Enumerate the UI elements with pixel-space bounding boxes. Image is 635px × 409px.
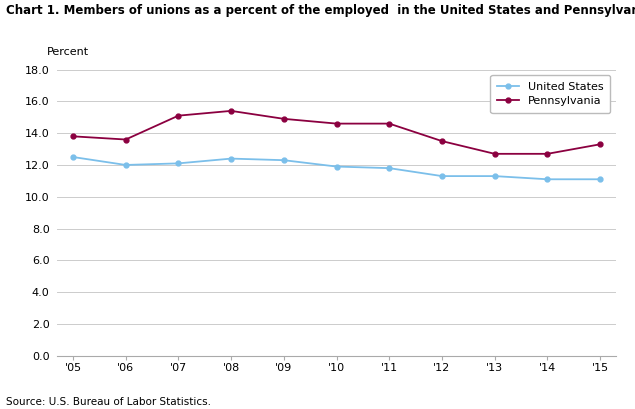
Pennsylvania — [280, 117, 288, 121]
Pennsylvania — [69, 134, 77, 139]
United States — [280, 158, 288, 163]
United States — [122, 162, 130, 167]
United States — [175, 161, 182, 166]
United States — [596, 177, 604, 182]
United States — [385, 166, 393, 171]
United States — [491, 174, 498, 179]
United States — [544, 177, 551, 182]
United States — [69, 155, 77, 160]
Pennsylvania — [227, 108, 235, 113]
Pennsylvania — [491, 151, 498, 156]
Legend: United States, Pennsylvania: United States, Pennsylvania — [490, 75, 610, 113]
Pennsylvania — [333, 121, 340, 126]
Pennsylvania — [596, 142, 604, 147]
Pennsylvania — [122, 137, 130, 142]
Text: Chart 1. Members of unions as a percent of the employed  in the United States an: Chart 1. Members of unions as a percent … — [6, 4, 635, 17]
Pennsylvania — [385, 121, 393, 126]
Text: Source: U.S. Bureau of Labor Statistics.: Source: U.S. Bureau of Labor Statistics. — [6, 397, 211, 407]
United States — [438, 174, 446, 179]
United States — [333, 164, 340, 169]
Text: Percent: Percent — [46, 47, 89, 57]
Pennsylvania — [438, 139, 446, 144]
Pennsylvania — [175, 113, 182, 118]
United States — [227, 156, 235, 161]
Line: Pennsylvania: Pennsylvania — [70, 108, 603, 156]
Line: United States: United States — [70, 155, 603, 182]
Pennsylvania — [544, 151, 551, 156]
